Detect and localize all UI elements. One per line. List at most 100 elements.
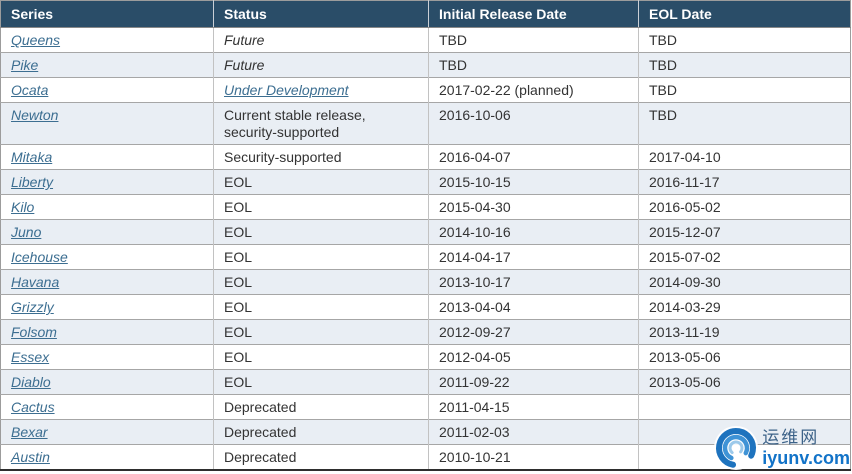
status-cell: Deprecated (213, 419, 429, 445)
initial-release-date-cell: 2015-10-15 (428, 169, 639, 195)
series-link[interactable]: Cactus (11, 399, 55, 415)
table-row: Havana EOL 2013-10-17 2014-09-30 (0, 269, 851, 295)
series-cell: Liberty (0, 169, 214, 195)
initial-release-date-cell: TBD (428, 52, 639, 78)
initial-release-date-cell: 2014-04-17 (428, 244, 639, 270)
series-link[interactable]: Diablo (11, 374, 51, 390)
series-link[interactable]: Icehouse (11, 249, 68, 265)
series-link[interactable]: Grizzly (11, 299, 54, 315)
status-cell: Future (213, 52, 429, 78)
series-cell: Havana (0, 269, 214, 295)
status-link[interactable]: Under Development (224, 82, 349, 98)
series-link[interactable]: Austin (11, 449, 50, 465)
series-link[interactable]: Newton (11, 107, 59, 123)
table-row: Bexar Deprecated 2011-02-03 (0, 419, 851, 445)
series-link[interactable]: Folsom (11, 324, 57, 340)
status-cell: Under Development (213, 77, 429, 103)
series-link[interactable]: Kilo (11, 199, 35, 215)
eol-date-cell: TBD (638, 77, 851, 103)
status-cell: EOL (213, 194, 429, 220)
series-link[interactable]: Pike (11, 57, 39, 73)
initial-release-date-cell: 2013-10-17 (428, 269, 639, 295)
series-cell: Queens (0, 27, 214, 53)
column-header-status: Status (213, 0, 429, 28)
table-row: Icehouse EOL 2014-04-17 2015-07-02 (0, 244, 851, 270)
initial-release-date-cell: 2016-10-06 (428, 102, 639, 145)
status-cell: EOL (213, 219, 429, 245)
column-header-eol-date: EOL Date (638, 0, 851, 28)
eol-date-cell: 2017-04-10 (638, 144, 851, 170)
series-cell: Icehouse (0, 244, 214, 270)
series-link[interactable]: Bexar (11, 424, 48, 440)
series-cell: Cactus (0, 394, 214, 420)
table-row: Essex EOL 2012-04-05 2013-05-06 (0, 344, 851, 370)
series-link[interactable]: Liberty (11, 174, 54, 190)
status-cell: EOL (213, 344, 429, 370)
table-row: Diablo EOL 2011-09-22 2013-05-06 (0, 369, 851, 395)
initial-release-date-cell: 2010-10-21 (428, 444, 639, 470)
initial-release-date-cell: 2014-10-16 (428, 219, 639, 245)
header-row: Series Status Initial Release Date EOL D… (0, 0, 851, 28)
eol-date-cell: 2014-03-29 (638, 294, 851, 320)
status-cell: Deprecated (213, 394, 429, 420)
table-row: Ocata Under Development 2017-02-22 (plan… (0, 77, 851, 103)
table-row: Queens Future TBD TBD (0, 27, 851, 53)
series-cell: Austin (0, 444, 214, 470)
status-cell: EOL (213, 319, 429, 345)
table-row: Newton Current stable release, security-… (0, 102, 851, 145)
eol-date-cell: TBD (638, 27, 851, 53)
eol-date-cell: 2013-05-06 (638, 369, 851, 395)
initial-release-date-cell: 2012-09-27 (428, 319, 639, 345)
series-link[interactable]: Juno (11, 224, 42, 240)
series-cell: Folsom (0, 319, 214, 345)
eol-date-cell: 2015-07-02 (638, 244, 851, 270)
series-link[interactable]: Mitaka (11, 149, 53, 165)
status-cell: EOL (213, 169, 429, 195)
table-row: Austin Deprecated 2010-10-21 (0, 444, 851, 470)
table-row: Cactus Deprecated 2011-04-15 (0, 394, 851, 420)
series-cell: Newton (0, 102, 214, 145)
initial-release-date-cell: 2011-09-22 (428, 369, 639, 395)
eol-date-cell: 2013-05-06 (638, 344, 851, 370)
series-link[interactable]: Havana (11, 274, 60, 290)
series-link[interactable]: Essex (11, 349, 50, 365)
eol-date-cell: TBD (638, 102, 851, 145)
series-cell: Diablo (0, 369, 214, 395)
table-row: Folsom EOL 2012-09-27 2013-11-19 (0, 319, 851, 345)
series-cell: Mitaka (0, 144, 214, 170)
series-link[interactable]: Queens (11, 32, 61, 48)
status-cell: Deprecated (213, 444, 429, 470)
initial-release-date-cell: 2013-04-04 (428, 294, 639, 320)
series-link[interactable]: Ocata (11, 82, 49, 98)
table-row: Juno EOL 2014-10-16 2015-12-07 (0, 219, 851, 245)
eol-date-cell: TBD (638, 52, 851, 78)
initial-release-date-cell: 2015-04-30 (428, 194, 639, 220)
status-cell: EOL (213, 294, 429, 320)
eol-date-cell (638, 394, 851, 420)
status-cell: EOL (213, 244, 429, 270)
column-header-initial-release-date: Initial Release Date (428, 0, 639, 28)
table-row: Liberty EOL 2015-10-15 2016-11-17 (0, 169, 851, 195)
status-cell: Future (213, 27, 429, 53)
eol-date-cell (638, 444, 851, 470)
series-cell: Pike (0, 52, 214, 78)
eol-date-cell: 2014-09-30 (638, 269, 851, 295)
series-cell: Bexar (0, 419, 214, 445)
table-row: Pike Future TBD TBD (0, 52, 851, 78)
initial-release-date-cell: 2011-04-15 (428, 394, 639, 420)
eol-date-cell: 2015-12-07 (638, 219, 851, 245)
initial-release-date-cell: 2017-02-22 (planned) (428, 77, 639, 103)
eol-date-cell: 2016-11-17 (638, 169, 851, 195)
table-row: Mitaka Security-supported 2016-04-07 201… (0, 144, 851, 170)
series-cell: Juno (0, 219, 214, 245)
table-row: Kilo EOL 2015-04-30 2016-05-02 (0, 194, 851, 220)
initial-release-date-cell: 2012-04-05 (428, 344, 639, 370)
status-cell: EOL (213, 369, 429, 395)
status-cell: Current stable release, security-support… (213, 102, 429, 145)
series-cell: Kilo (0, 194, 214, 220)
table-row: Grizzly EOL 2013-04-04 2014-03-29 (0, 294, 851, 320)
eol-date-cell (638, 419, 851, 445)
series-cell: Grizzly (0, 294, 214, 320)
